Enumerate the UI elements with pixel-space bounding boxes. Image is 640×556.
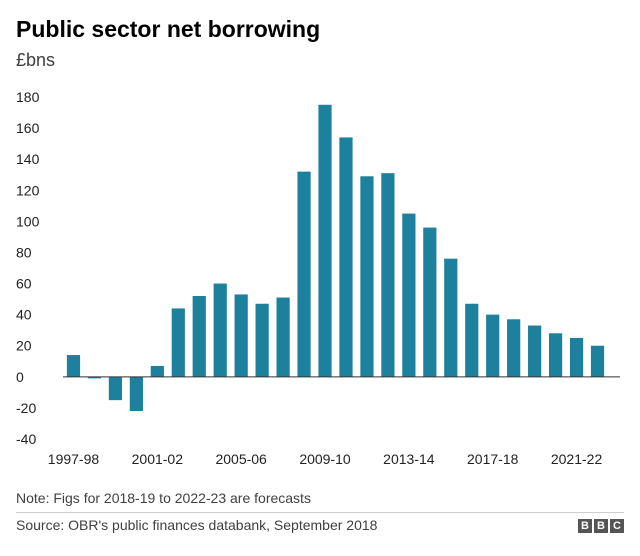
footer-divider <box>16 512 624 513</box>
y-tick-label: 0 <box>16 369 24 385</box>
y-tick-label: 180 <box>16 89 40 105</box>
bar <box>360 176 374 377</box>
bbc-logo-letter: C <box>610 519 624 533</box>
bar <box>339 137 353 377</box>
bbc-logo-letter: B <box>578 519 592 533</box>
bar <box>486 314 500 377</box>
y-tick-label: 120 <box>16 182 40 198</box>
bar <box>465 303 479 377</box>
bar <box>507 319 521 377</box>
y-tick-label: -40 <box>16 431 36 447</box>
bar <box>234 294 248 377</box>
y-tick-label: 100 <box>16 213 40 229</box>
bar <box>108 376 123 401</box>
bar <box>297 171 311 377</box>
y-tick-label: 40 <box>16 307 32 323</box>
x-tick-label: 2013-14 <box>383 451 435 467</box>
x-tick-label: 2009-10 <box>299 451 351 467</box>
bar <box>590 345 605 377</box>
y-tick-label: 20 <box>16 338 32 354</box>
bar <box>381 173 395 377</box>
bar <box>569 337 584 377</box>
bar <box>192 295 206 377</box>
x-tick-label: 2001-02 <box>132 451 184 467</box>
bar <box>66 355 81 377</box>
bar <box>255 303 269 377</box>
bar-chart: 180 160 140 120 100 80 60 40 20 0 -20 -40 1997-98 200… <box>16 89 620 467</box>
bar <box>150 365 164 377</box>
chart-unit-label: £bns <box>16 50 56 70</box>
bbc-logo: B B C <box>578 519 624 533</box>
y-tick-label: -20 <box>16 400 36 416</box>
y-tick-label: 60 <box>16 276 32 292</box>
x-tick-label: 2021-22 <box>551 451 603 467</box>
bar <box>129 376 143 412</box>
x-tick-label: 2017-18 <box>467 451 519 467</box>
x-tick-label: 2005-06 <box>215 451 267 467</box>
bar <box>528 325 542 377</box>
bar <box>87 376 102 379</box>
bar <box>548 333 563 377</box>
forecast-note: Note: Figs for 2018-19 to 2022-23 are fo… <box>16 490 311 506</box>
y-tick-label: 160 <box>16 120 40 136</box>
bar <box>318 104 332 377</box>
bar <box>276 297 290 377</box>
bar <box>171 308 185 377</box>
bar <box>402 213 416 377</box>
bar <box>213 283 227 377</box>
bbc-logo-letter: B <box>594 519 608 533</box>
bar <box>444 258 458 377</box>
x-tick-label: 1997-98 <box>48 451 100 467</box>
source-text: Source: OBR's public finances databank, … <box>16 517 378 533</box>
y-tick-label: 140 <box>16 151 40 167</box>
bar <box>423 227 437 377</box>
y-tick-label: 80 <box>16 244 32 260</box>
chart-title: Public sector net borrowing <box>16 16 321 42</box>
